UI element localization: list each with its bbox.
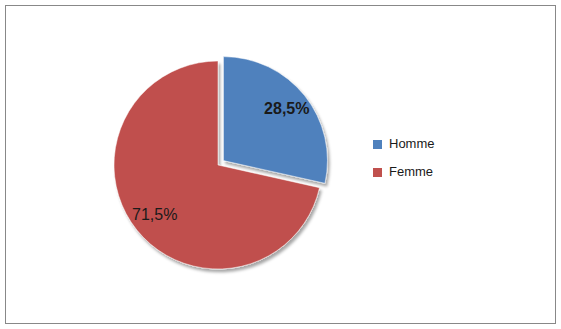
pie-slice: [223, 57, 327, 184]
legend-label: Femme: [389, 164, 433, 179]
legend-item: Homme: [373, 136, 435, 151]
chart: 28,5% 71,5% Homme Femme: [0, 0, 561, 329]
legend-swatch: [373, 140, 382, 149]
pie: 28,5% 71,5%: [114, 57, 327, 269]
legend-label: Homme: [389, 136, 435, 151]
legend: Homme Femme: [373, 136, 435, 179]
pie-slice: [114, 61, 319, 269]
legend-swatch: [373, 168, 382, 177]
chart-frame: [6, 6, 556, 324]
data-label: 71,5%: [132, 206, 177, 223]
legend-item: Femme: [373, 164, 433, 179]
data-label: 28,5%: [264, 100, 309, 117]
